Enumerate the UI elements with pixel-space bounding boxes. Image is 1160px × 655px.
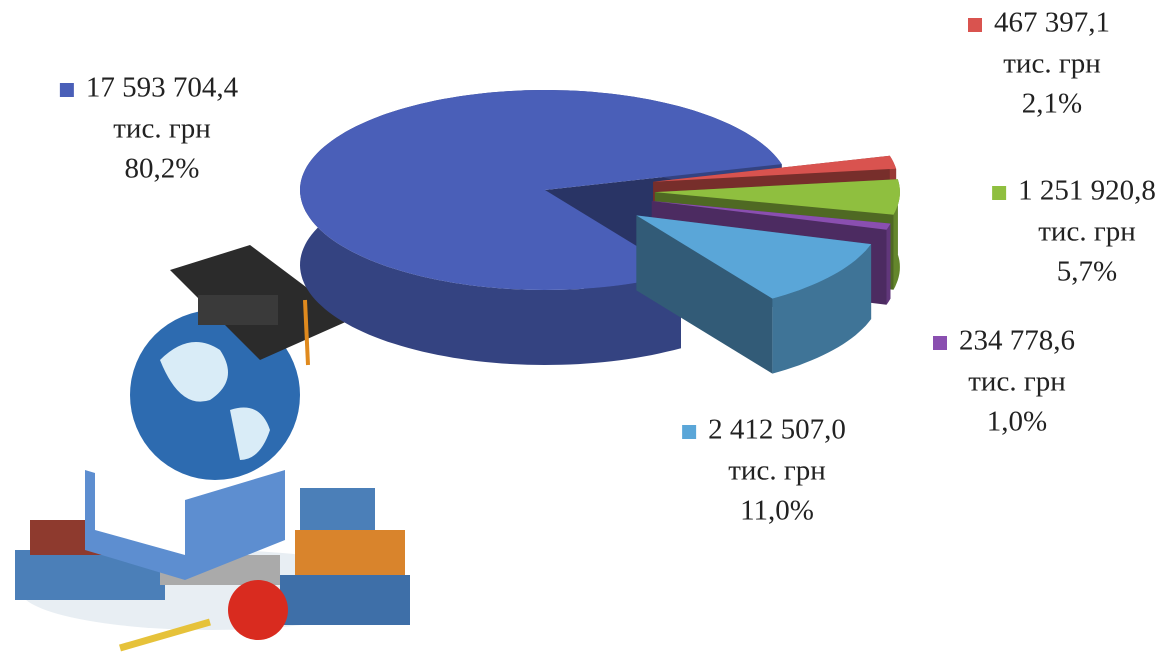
- slice-side: [893, 179, 900, 290]
- amount-label: 2 412 507,0: [708, 414, 846, 446]
- percent-label: 5,7%: [1057, 256, 1117, 288]
- slice-side: [886, 223, 891, 305]
- unit-label: тис. грн: [1038, 216, 1135, 248]
- slice: [300, 90, 782, 290]
- slice-group: [636, 215, 872, 374]
- slice: [654, 179, 900, 215]
- percent-label: 2,1%: [1022, 88, 1082, 120]
- illustration: [15, 245, 410, 652]
- slice-side: [772, 244, 872, 374]
- amount-label: 234 778,6: [959, 325, 1075, 357]
- unit-label: тис. грн: [1003, 48, 1100, 80]
- legend-marker: [968, 18, 982, 32]
- slice-side: [636, 215, 773, 374]
- unit-label: тис. грн: [113, 113, 210, 145]
- percent-label: 1,0%: [987, 406, 1047, 438]
- unit-label: тис. грн: [968, 366, 1065, 398]
- legend-marker: [992, 186, 1007, 200]
- legend-marker: [59, 83, 74, 97]
- slice: [636, 215, 872, 299]
- slice: [653, 155, 897, 182]
- amount-label: 467 397,1: [994, 7, 1110, 39]
- unit-label: тис. грн: [728, 455, 825, 487]
- legend-marker: [933, 336, 947, 350]
- percent-label: 11,0%: [740, 495, 814, 527]
- slice: [651, 201, 891, 230]
- percent-label: 80,2%: [125, 153, 200, 185]
- amount-label: 1 251 920,8: [1018, 175, 1156, 207]
- legend-marker: [682, 425, 697, 439]
- amount-label: 17 593 704,4: [86, 72, 239, 104]
